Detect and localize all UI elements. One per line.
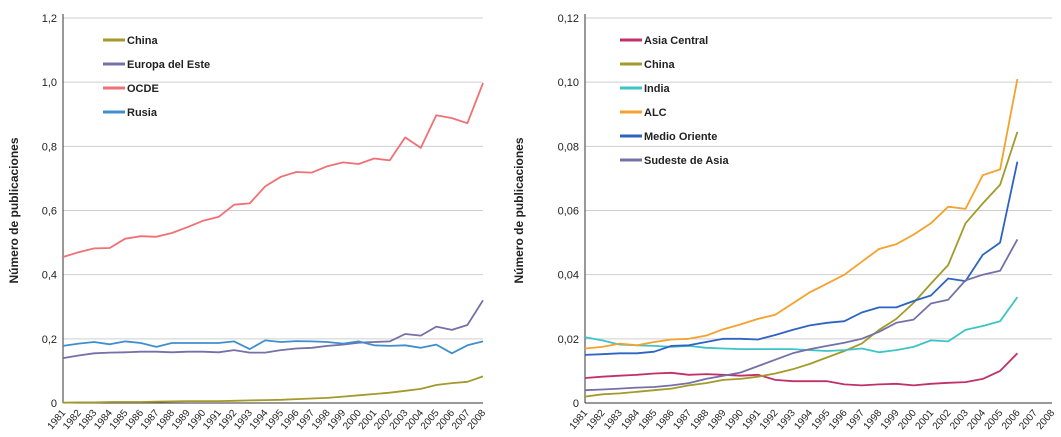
x-tick-label: 1982: [585, 408, 608, 432]
y-tick-label: 0,04: [558, 270, 579, 282]
legend-label: China: [127, 35, 158, 47]
y-tick-label: 0,08: [558, 141, 579, 153]
series-line-sudeste-de-asia: [584, 238, 1019, 392]
legend-label: Asia Central: [644, 35, 708, 47]
y-axis-label: Número de publicaciones: [7, 137, 21, 283]
y-tick-label: 0,10: [558, 77, 579, 89]
x-tick-label: 2008: [1035, 408, 1058, 432]
chart-panel-1: 00,20,40,60,81,01,2198119821983198419851…: [7, 13, 489, 432]
x-tick-label: 1998: [862, 408, 885, 432]
legend-label: ALC: [644, 107, 667, 119]
series-line-india: [584, 296, 1019, 354]
legend-label: Medio Oriente: [644, 131, 717, 143]
x-tick-label: 1989: [706, 408, 729, 432]
x-tick-label: 2006: [1000, 408, 1023, 432]
x-tick-label: 1991: [741, 408, 764, 432]
x-tick-label: 1996: [827, 408, 850, 432]
y-tick-label: 0,12: [558, 13, 579, 25]
x-tick-label: 1984: [619, 408, 642, 432]
x-tick-label: 2008: [466, 408, 489, 432]
x-tick-label: 1988: [689, 408, 712, 432]
x-tick-label: 1987: [671, 408, 694, 432]
y-tick-label: 0,4: [42, 270, 57, 282]
legend-label: India: [644, 83, 671, 95]
x-tick-label: 2005: [983, 408, 1006, 432]
series-line-europa-del-este: [62, 299, 484, 359]
y-tick-label: 0: [51, 398, 57, 410]
y-tick-label: 1,0: [42, 77, 57, 89]
series-line-alc: [584, 78, 1019, 350]
legend-label: Sudeste de Asia: [644, 155, 729, 167]
y-tick-label: 0,6: [42, 206, 57, 218]
x-tick-label: 2003: [948, 408, 971, 432]
y-tick-label: 1,2: [42, 13, 57, 25]
legend-label: OCDE: [127, 83, 159, 95]
legend-label: Rusia: [127, 107, 158, 119]
x-tick-label: 1995: [810, 408, 833, 432]
x-tick-label: 2007: [1017, 408, 1040, 432]
x-tick-label: 2000: [896, 408, 919, 432]
series-line-rusia: [62, 339, 484, 355]
series-line-china: [62, 375, 484, 404]
x-tick-label: 2002: [931, 408, 954, 432]
series-line-asia-central: [584, 352, 1019, 387]
y-axis-label: Número de publicaciones: [512, 137, 526, 283]
series-line-china: [584, 131, 1019, 398]
chart-panel-2: 00,020,040,060,080,100,12198119821983198…: [512, 13, 1058, 432]
x-tick-label: 1992: [758, 408, 781, 432]
x-tick-label: 1990: [723, 408, 746, 432]
legend-label: China: [644, 59, 675, 71]
y-tick-label: 0,02: [558, 334, 579, 346]
legend-label: Europa del Este: [127, 59, 210, 71]
y-tick-label: 0: [573, 398, 579, 410]
y-tick-label: 0,8: [42, 141, 57, 153]
x-tick-label: 1994: [792, 408, 815, 432]
x-tick-label: 1985: [637, 408, 660, 432]
y-tick-label: 0,2: [42, 334, 57, 346]
x-tick-label: 1999: [879, 408, 902, 432]
x-tick-label: 2004: [965, 408, 988, 432]
x-tick-label: 1993: [775, 408, 798, 432]
x-tick-label: 1997: [844, 408, 867, 432]
y-tick-label: 0,06: [558, 206, 579, 218]
series-line-medio-oriente: [584, 161, 1019, 356]
x-tick-label: 1981: [568, 408, 591, 432]
x-tick-label: 1986: [654, 408, 677, 432]
series-line-ocde: [62, 82, 484, 258]
x-tick-label: 2001: [913, 408, 936, 432]
x-tick-label: 1983: [602, 408, 625, 432]
